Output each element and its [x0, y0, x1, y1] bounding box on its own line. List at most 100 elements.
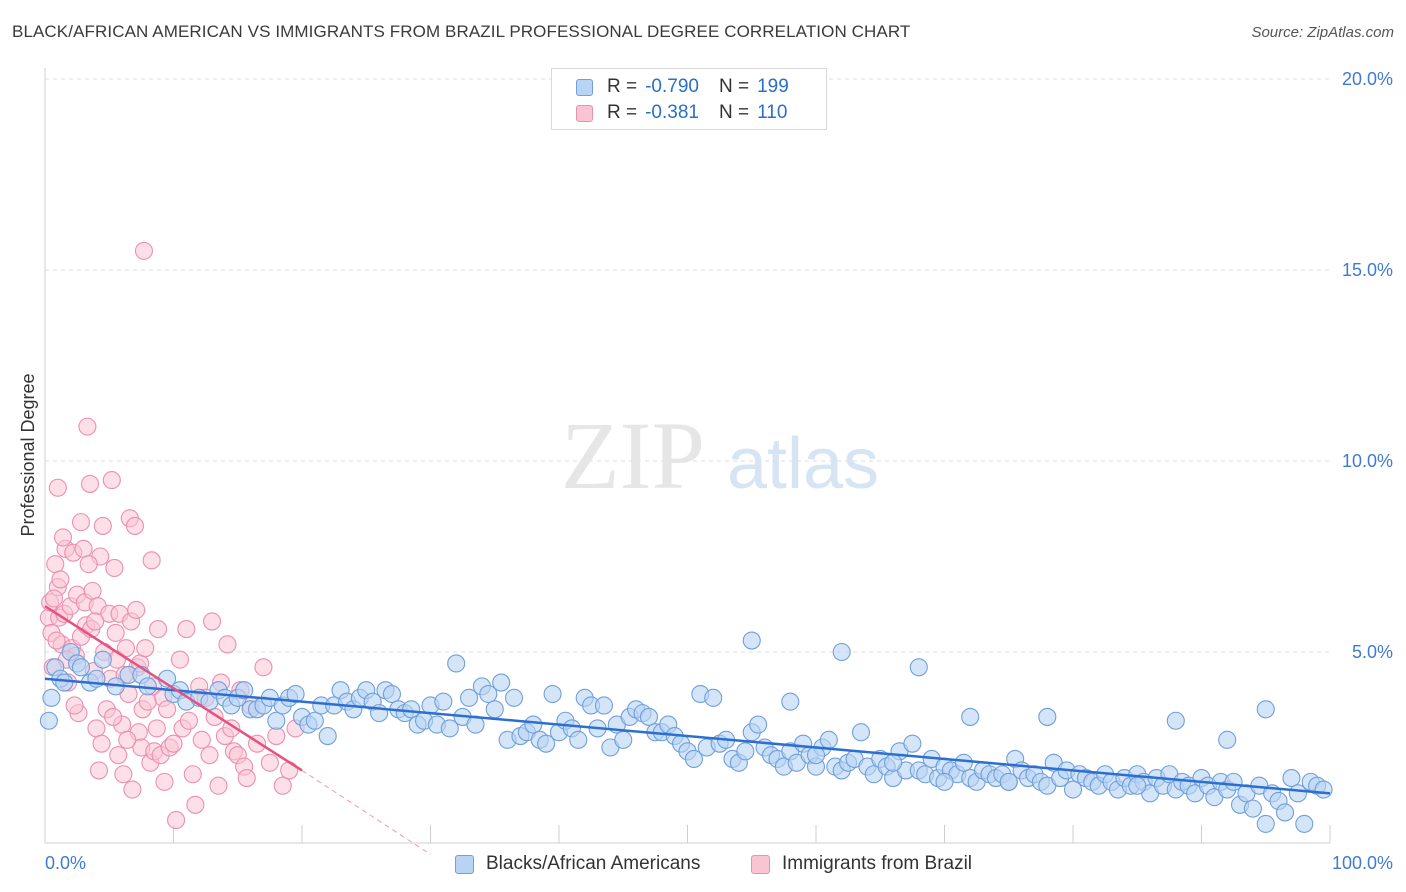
pink-point	[149, 620, 168, 639]
tick-labels: 5.0% 10.0% 15.0% 20.0% 0.0% 100.0%	[45, 69, 1393, 873]
blue-point	[1063, 780, 1083, 799]
pink-point	[218, 635, 237, 654]
blue-point	[39, 711, 58, 730]
r-value-blue: -0.790	[645, 76, 699, 97]
blue-point	[819, 730, 838, 749]
pink-point	[164, 734, 183, 753]
y-tick-label: 20.0%	[1342, 69, 1393, 89]
pink-point	[74, 539, 93, 558]
pink-point	[79, 555, 98, 574]
n-value-pink: 110	[757, 102, 788, 123]
blue-point	[402, 700, 421, 719]
blue-point	[382, 684, 402, 704]
y-tick-label: 5.0%	[1352, 642, 1393, 662]
pink-point	[83, 581, 102, 600]
y-axis-label: Professional Degree	[18, 373, 38, 536]
blue-point	[479, 684, 498, 704]
blue-point	[440, 719, 459, 738]
blue-point	[999, 772, 1018, 791]
n-value-blue: 199	[757, 76, 789, 97]
pink-point	[71, 513, 91, 532]
pink-point	[105, 558, 124, 578]
pink-trend-extension	[301, 770, 431, 855]
r-label: R =	[607, 102, 638, 123]
pink-point	[186, 795, 205, 814]
pink-point	[93, 516, 112, 535]
pink-point	[80, 474, 100, 493]
blue-point	[935, 772, 954, 791]
blue-point	[614, 730, 633, 749]
bottom-legend-swatch-pink	[751, 854, 770, 874]
blue-point	[736, 742, 755, 761]
blue-point	[1314, 780, 1333, 799]
blue-point	[704, 688, 723, 707]
pink-point	[273, 776, 292, 795]
blue-point	[504, 688, 524, 707]
pink-point	[114, 765, 133, 784]
blue-point	[961, 707, 980, 726]
n-label: N =	[718, 76, 750, 97]
trend-lines	[44, 605, 1331, 855]
blue-point	[524, 715, 543, 734]
pink-point	[200, 746, 219, 765]
blue-point	[42, 688, 61, 707]
watermark-atlas: atlas	[727, 424, 879, 504]
legend-row-pink: R = -0.381 N = 110	[576, 101, 787, 125]
watermark-zip: ZIP	[561, 402, 705, 509]
pink-point	[134, 241, 153, 260]
pink-point	[222, 719, 241, 738]
pink-point	[127, 600, 146, 620]
pink-point	[102, 471, 121, 490]
pink-point	[104, 707, 123, 726]
blue-point	[1038, 707, 1057, 726]
blue-point	[851, 723, 871, 742]
pink-point	[167, 811, 186, 830]
pink-point	[87, 719, 106, 738]
pink-point	[123, 780, 142, 799]
blue-point	[594, 696, 614, 715]
blue-point	[781, 692, 800, 711]
blue-point	[543, 684, 562, 704]
pink-point	[254, 658, 273, 677]
r-value-pink: -0.381	[645, 102, 699, 123]
blue-point	[749, 715, 768, 734]
blue-point	[1275, 803, 1295, 822]
blue-point	[1128, 776, 1147, 795]
blue-point	[742, 631, 761, 650]
pink-point	[158, 700, 177, 719]
pink-point	[260, 753, 279, 772]
pink-point	[65, 696, 84, 715]
blue-point	[305, 711, 324, 730]
pink-point	[46, 555, 65, 574]
y-tick-label: 10.0%	[1342, 451, 1393, 471]
pink-point	[48, 478, 67, 497]
blue-point	[832, 642, 851, 662]
pink-point	[177, 620, 196, 639]
pink-point	[237, 769, 256, 788]
pink-point	[183, 765, 202, 784]
blue-point	[447, 654, 466, 673]
blue-point	[537, 734, 556, 753]
pink-point	[118, 730, 137, 749]
x-tick-label: 100.0%	[1332, 853, 1393, 873]
pink-point	[142, 551, 161, 570]
blue-point	[909, 658, 928, 677]
legend-row-blue: R = -0.790 N = 199	[576, 75, 789, 99]
blue-point	[286, 684, 305, 704]
legend-swatch-pink	[576, 104, 593, 122]
pink-point	[86, 612, 105, 631]
pink-point	[170, 650, 189, 669]
pink-trend-line	[44, 605, 303, 772]
blue-point	[1218, 730, 1237, 749]
chart-title: BLACK/AFRICAN AMERICAN VS IMMIGRANTS FRO…	[12, 22, 911, 41]
blue-point	[1256, 700, 1275, 719]
pink-point	[147, 719, 166, 738]
blue-point	[684, 749, 703, 769]
pink-point	[138, 692, 157, 711]
blue-point	[1256, 814, 1275, 833]
blue-point	[485, 700, 504, 719]
pink-point	[106, 623, 125, 642]
pink-point	[51, 570, 70, 589]
blue-trend-line	[44, 677, 1331, 795]
